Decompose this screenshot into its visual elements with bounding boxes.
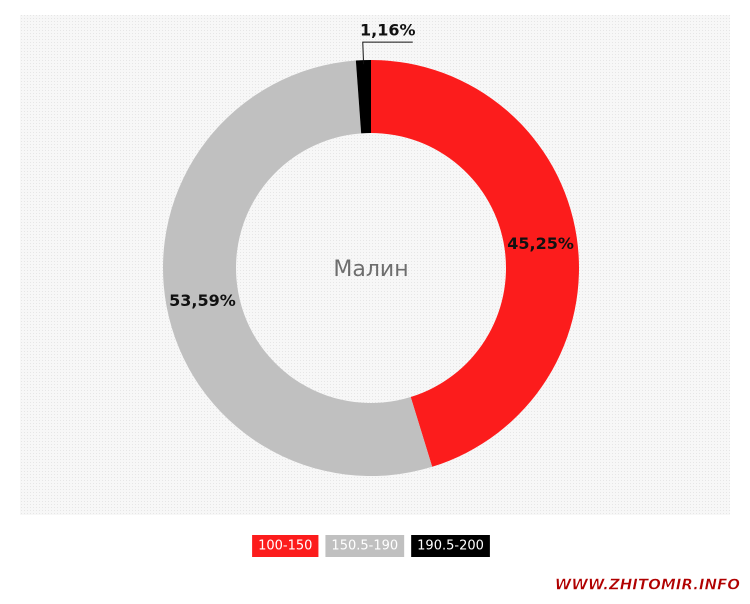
legend-label: 150.5-190 — [331, 539, 398, 554]
leader-line — [362, 41, 413, 65]
legend-swatch — [411, 535, 490, 557]
center-label: Малин — [333, 257, 408, 282]
legend-swatch — [325, 535, 405, 557]
donut-segment — [163, 60, 433, 476]
data-label: 45,25% — [507, 234, 574, 253]
donut-segment — [371, 60, 580, 467]
legend-label: 190.5-200 — [417, 539, 484, 554]
donut-segment — [355, 60, 371, 134]
watermark: WWW.ZHITOMIR.INFO — [555, 576, 740, 594]
legend-label: 100-150 — [258, 539, 312, 554]
data-label: 1,16% — [360, 21, 416, 40]
data-label: 53,59% — [169, 291, 236, 310]
legend-swatch — [252, 535, 319, 557]
